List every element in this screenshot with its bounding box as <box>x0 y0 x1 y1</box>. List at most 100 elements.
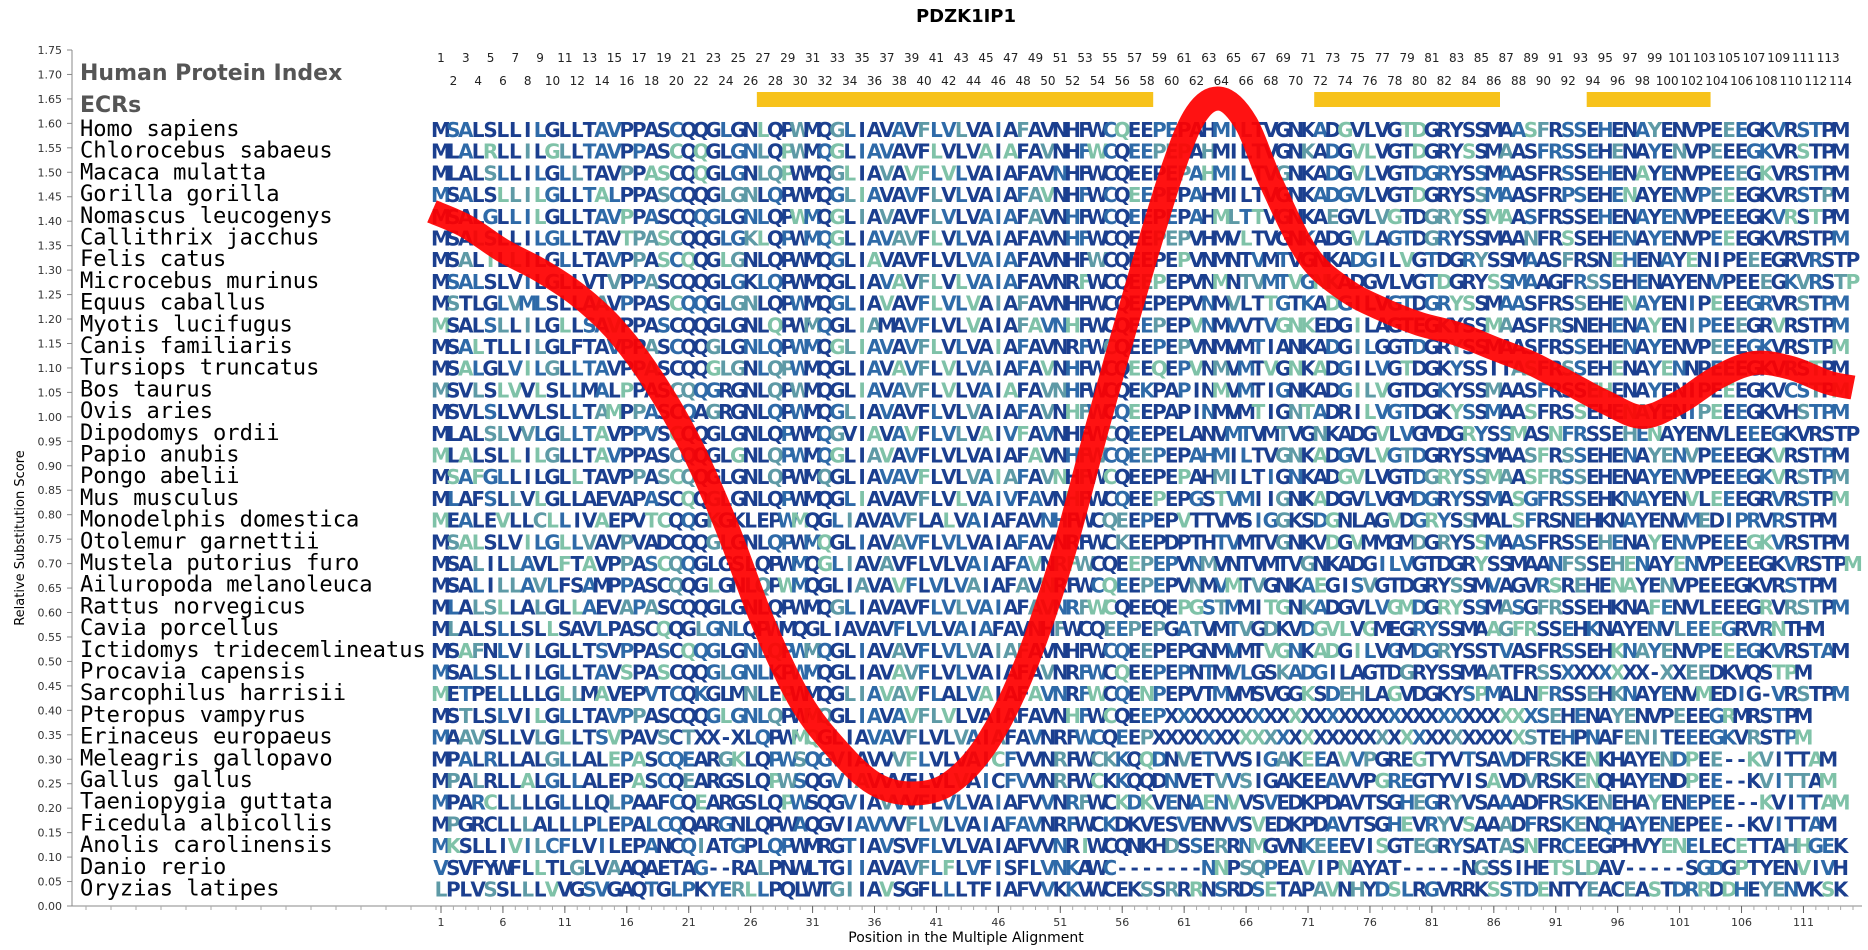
residue: V <box>904 227 920 251</box>
human-index-odd: 81 <box>1424 51 1439 65</box>
residue: A <box>1003 227 1019 251</box>
residue: I <box>858 878 865 902</box>
residue: M <box>1818 769 1838 793</box>
residue: G <box>1746 682 1762 706</box>
residue: I <box>1651 726 1658 750</box>
residue: F <box>917 444 931 468</box>
y-tick-label: 1.15 <box>38 337 63 350</box>
residue: M <box>1831 161 1851 185</box>
human-index-even: 58 <box>1139 74 1154 88</box>
residue: M <box>1818 747 1838 771</box>
residue: G <box>1770 248 1786 272</box>
residue: R <box>1437 161 1452 185</box>
residue: D <box>1411 140 1428 164</box>
residue: A <box>1028 140 1044 164</box>
residue: N <box>1052 161 1069 185</box>
residue: I <box>995 140 1002 164</box>
residue: - <box>722 856 730 880</box>
residue: A <box>594 205 610 229</box>
residue: I <box>846 856 853 880</box>
residue: I <box>982 812 989 836</box>
residue: I <box>1738 682 1745 706</box>
residue: E <box>1722 227 1736 251</box>
residue: P <box>1846 270 1861 294</box>
residue: F <box>1078 248 1092 272</box>
residue: L <box>558 422 571 446</box>
residue: T <box>1400 183 1414 207</box>
residue: A <box>867 118 883 142</box>
species-label: Callithrix jacchus <box>80 226 319 251</box>
species-label: Pteropus vampyrus <box>80 703 306 728</box>
residue: L <box>558 161 571 185</box>
residue: A <box>978 161 994 185</box>
residue: I <box>995 856 1002 880</box>
residue: I <box>858 530 865 554</box>
y-tick-label: 1.70 <box>38 68 63 81</box>
residue: N <box>742 183 759 207</box>
residue: E <box>1140 140 1154 164</box>
residue: L <box>720 161 733 185</box>
residue: V <box>879 248 895 272</box>
residue: G <box>1275 140 1291 164</box>
residue: L <box>521 878 534 902</box>
residue: V <box>1375 118 1391 142</box>
residue: V <box>966 248 982 272</box>
residue: M <box>803 183 823 207</box>
x-tick-label: 31 <box>806 916 820 929</box>
residue: V <box>842 422 858 446</box>
residue: L <box>497 769 510 793</box>
residue: I <box>858 834 865 858</box>
residue: L <box>930 248 943 272</box>
human-index-even: 64 <box>1214 74 1229 88</box>
residue: S <box>1462 140 1476 164</box>
residue: L <box>843 140 856 164</box>
residue: G <box>1411 248 1427 272</box>
human-index-even: 94 <box>1585 74 1600 88</box>
residue: L <box>843 682 856 706</box>
residue: V <box>1375 140 1391 164</box>
residue: N <box>1634 726 1651 750</box>
residue: G <box>1424 118 1440 142</box>
residue: - <box>1737 791 1745 815</box>
human-index-even: 78 <box>1387 74 1402 88</box>
residue: T <box>1809 205 1823 229</box>
residue: C <box>1102 118 1117 142</box>
residue: A <box>978 834 994 858</box>
residue: P <box>619 118 634 142</box>
residue: G <box>1746 118 1762 142</box>
human-index-even: 72 <box>1313 74 1328 88</box>
human-index-even: 40 <box>916 74 931 88</box>
residue: L <box>497 313 510 337</box>
ecr-bar <box>1586 92 1711 107</box>
residue: I <box>524 183 531 207</box>
residue: A <box>978 292 994 316</box>
residue: L <box>497 205 510 229</box>
residue: A <box>978 465 994 489</box>
residue: L <box>757 227 770 251</box>
residue: L <box>571 161 584 185</box>
y-tick-label: 1.00 <box>38 411 63 424</box>
residue: I <box>1193 378 1200 402</box>
residue: K <box>1300 161 1317 185</box>
residue: - <box>1130 856 1138 880</box>
residue: T <box>1388 856 1402 880</box>
x-axis-label: Position in the Multiple Alignment <box>848 930 1084 946</box>
residue: F <box>1561 248 1575 272</box>
residue: H <box>1201 161 1218 185</box>
residue: L <box>497 747 510 771</box>
residue: A <box>867 270 883 294</box>
residue: L <box>571 140 584 164</box>
residue: L <box>509 878 522 902</box>
y-tick-label: 1.35 <box>38 240 63 253</box>
residue: F <box>1078 227 1092 251</box>
residue: K <box>1759 118 1776 142</box>
residue: F <box>1537 205 1551 229</box>
residue: D <box>1708 509 1725 533</box>
residue: C <box>669 183 684 207</box>
residue: E <box>1722 205 1736 229</box>
residue: F <box>1016 205 1030 229</box>
residue: I <box>1193 400 1200 424</box>
